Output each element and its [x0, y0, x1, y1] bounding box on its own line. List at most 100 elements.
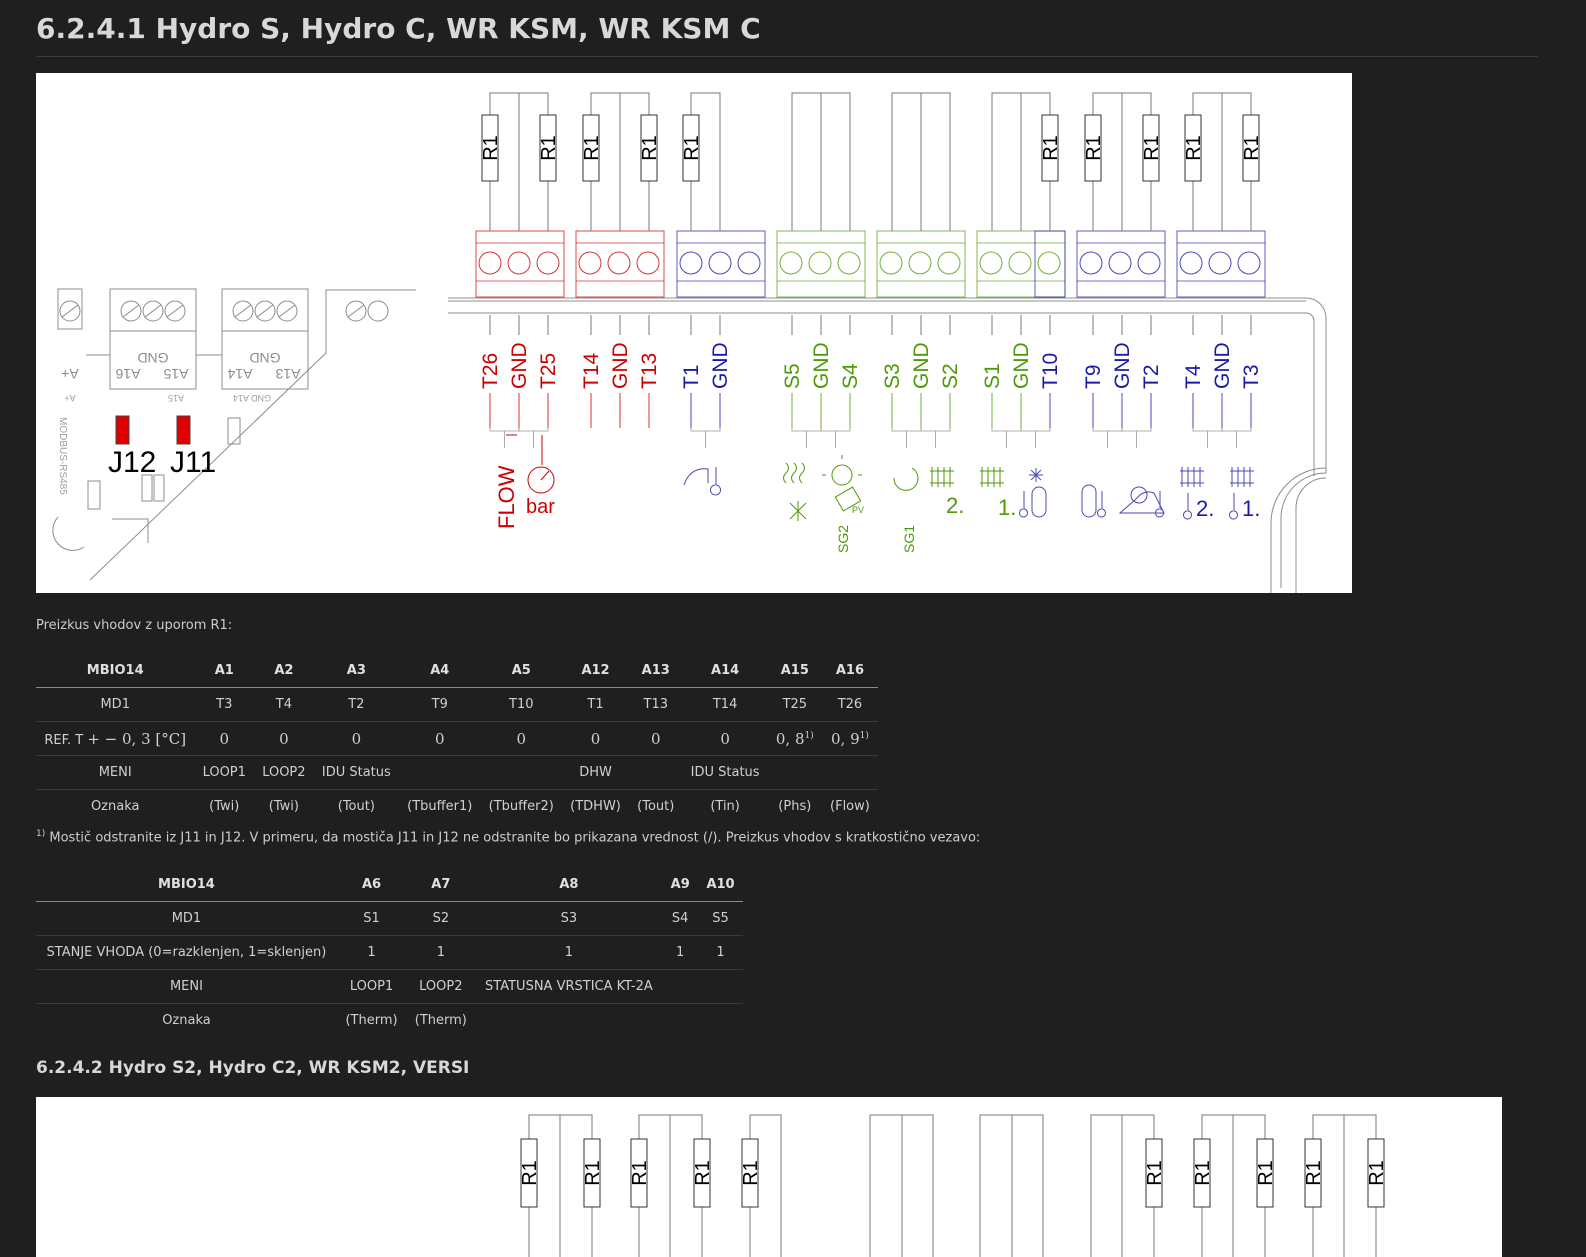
resistor-label: R1 — [681, 135, 703, 161]
resistor-r1: R1 — [1083, 114, 1105, 182]
label-j11: J11 — [170, 446, 216, 479]
pv-label: PV — [852, 505, 864, 515]
table-cell — [698, 969, 743, 1004]
header-cell: A14 — [682, 654, 768, 688]
table-cell — [475, 1004, 662, 1038]
label-a-plus: A+ — [61, 366, 79, 382]
pin-label-gnd: GND — [1010, 342, 1033, 389]
table-cell: (Twi) — [268, 799, 299, 814]
heating-wave-icon — [783, 462, 805, 484]
resistor-label: R1 — [639, 135, 661, 161]
table-cell: 1 — [662, 935, 699, 970]
sg1-label: SG1 — [901, 525, 917, 553]
table-cell: (Phs) — [778, 799, 812, 814]
terminal-block-7 — [1076, 230, 1166, 298]
resistor-r1: R1 — [1144, 1138, 1166, 1208]
resistor-label: R1 — [1303, 1160, 1325, 1186]
table-cell: (TDHW) — [570, 799, 621, 814]
resistor-r1: R1 — [692, 1138, 714, 1208]
resistor-label: R1 — [1183, 135, 1205, 161]
resistor-r1: R1 — [1183, 114, 1205, 182]
section-title-6-2-4-1: 6.2.4.1 Hydro S, Hydro C, WR KSM, WR KSM… — [36, 12, 761, 45]
dhw-tank-icon — [1081, 484, 1097, 518]
table-cell — [662, 1004, 698, 1038]
snowflake-icon — [1029, 468, 1043, 482]
terminal-block-8 — [1176, 230, 1266, 298]
table-cell: 0 — [313, 721, 399, 756]
label-gnd-2: GND — [249, 350, 280, 366]
resistor-r1: R1 — [1241, 114, 1263, 182]
header-cell: A8 — [475, 868, 663, 902]
resistor-r1: R1 — [1192, 1138, 1214, 1208]
resistor-r1: R1 — [581, 114, 603, 182]
pin-label-t4: T4 — [1182, 364, 1205, 389]
table-cell: 1 — [475, 935, 663, 970]
table-cell — [398, 755, 481, 790]
ref-label: REF. T — [44, 732, 84, 748]
resistor-label: R1 — [1144, 1160, 1166, 1186]
small-label-gnd-a14: GND A14 — [233, 393, 271, 403]
resistor-label: R1 — [519, 1160, 541, 1186]
modbus-label: MODBUS-RS485 — [57, 417, 68, 495]
pin-label-t9: T9 — [1082, 364, 1105, 389]
table-cell: 0, 81) — [767, 721, 822, 756]
pv-panel-icon — [834, 486, 862, 512]
pin-label-t26: T26 — [479, 353, 502, 389]
table-cell: 0 — [398, 721, 481, 756]
pin-label-t2: T2 — [1140, 364, 1163, 389]
table-cell — [629, 755, 683, 790]
table-cell: T3 — [194, 687, 255, 722]
table-cell: LOOP2 — [406, 969, 476, 1004]
table-cell: (Tout) — [637, 799, 675, 814]
thermometer-icon-1 — [1183, 493, 1192, 520]
radiator-blue-icon-1 — [1180, 467, 1204, 487]
sg2-label: SG2 — [835, 525, 851, 553]
modbus-board — [52, 288, 416, 581]
resistor-r1: R1 — [519, 1138, 541, 1208]
table-cell: 0 — [194, 721, 255, 756]
table-cell: S1 — [336, 901, 407, 936]
table-cell: MD1 — [36, 687, 195, 722]
table-row: Oznaka (Twi) (Twi) (Tout) (Tbuffer1) (Tb… — [36, 790, 878, 824]
header-cell: A3 — [313, 654, 399, 688]
table-cell: T14 — [682, 687, 768, 722]
table-cell: MENI — [36, 969, 337, 1004]
resistor-r1: R1 — [582, 1138, 604, 1208]
table-cell — [767, 755, 822, 790]
loop-number-green-1: 1. — [998, 495, 1016, 520]
resistor-label: R1 — [1083, 135, 1105, 161]
resistor-label: R1 — [1241, 135, 1263, 161]
header-cell: A4 — [398, 654, 481, 688]
table-cell: 0 — [480, 721, 563, 756]
footnote-text: Mostič odstranite iz J11 in J12. V prime… — [49, 830, 981, 846]
table-cell: LOOP1 — [336, 969, 407, 1004]
label-j12: J12 — [108, 446, 156, 479]
table-cell — [698, 1004, 743, 1038]
header-cell: MBIO14 — [36, 654, 195, 688]
table-cell: 1 — [336, 935, 407, 970]
table-cell: 0 — [629, 721, 683, 756]
table-header-row: MBIO14 A1 A2 A3 A4 A5 A12 A13 A14 A15 A1… — [36, 654, 878, 688]
header-cell: A13 — [629, 654, 683, 688]
table-cell: (Flow) — [830, 799, 870, 814]
ref-value: 0, 9 — [830, 729, 860, 748]
resistor-r1: R1 — [1366, 1138, 1388, 1208]
small-label-a-plus: A+ — [64, 393, 75, 403]
loop-number-blue-2: 2. — [1196, 496, 1214, 521]
sensor-symbols: FLOW bar PV SG2 SG1 2. 1. — [494, 434, 1260, 553]
pin-label-s4: S4 — [839, 363, 862, 389]
resistor-r1: R1 — [480, 114, 502, 182]
label-a14: A14 — [227, 366, 252, 382]
header-cell: A10 — [698, 868, 743, 902]
pin-label-gnd: GND — [810, 342, 833, 389]
pin-label-t10: T10 — [1039, 353, 1062, 389]
radiator-blue-icon-2 — [1230, 467, 1254, 487]
table-cell: S3 — [475, 901, 663, 936]
table-cell: 0 — [682, 721, 768, 756]
resistor-r1: R1 — [1040, 114, 1062, 182]
pin-label-t3: T3 — [1240, 364, 1263, 389]
resistor-label: R1 — [629, 1160, 651, 1186]
terminal-block-3 — [676, 230, 766, 298]
table-cell: T4 — [254, 687, 314, 722]
resistor-label: R1 — [1255, 1160, 1277, 1186]
